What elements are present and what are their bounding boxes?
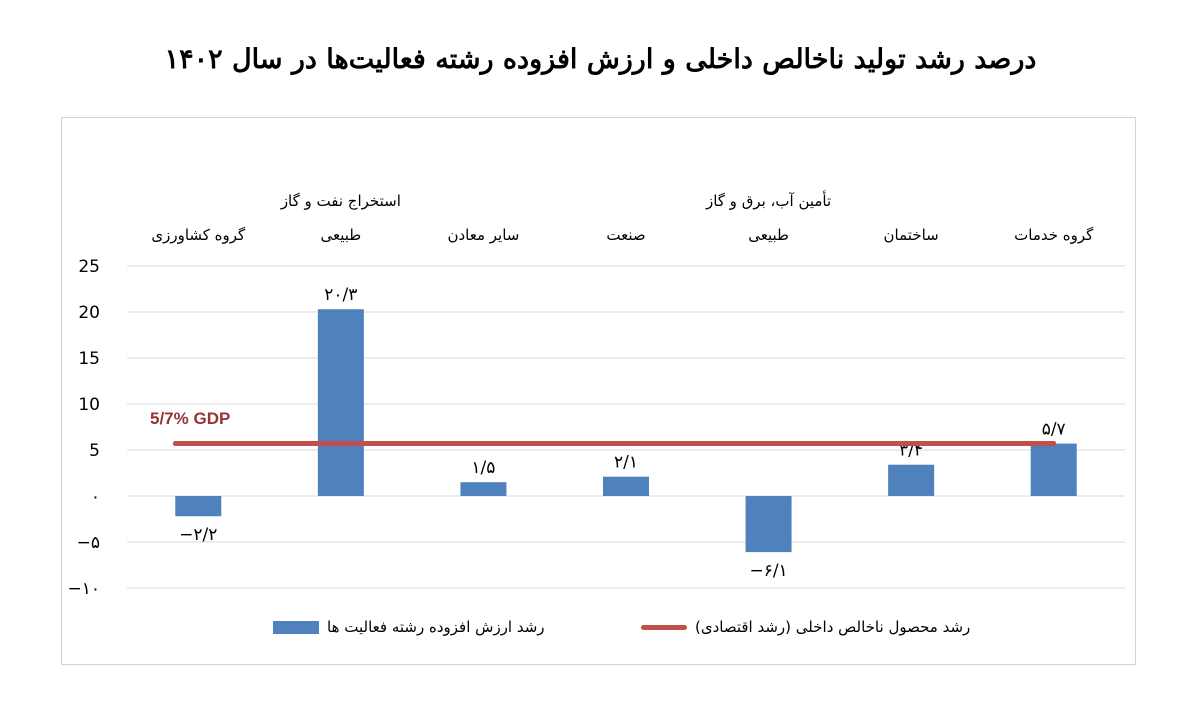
category-label: طبیعی bbox=[320, 226, 361, 244]
category-label: تأمین آب، برق و گاز bbox=[705, 190, 831, 210]
bar bbox=[175, 496, 222, 517]
chart-frame bbox=[61, 117, 1136, 665]
bar-data-label: ۲۰/۳ bbox=[324, 285, 357, 305]
bar-data-label: ۲/۱ bbox=[614, 453, 638, 473]
bar bbox=[460, 482, 507, 496]
legend-swatch-line bbox=[641, 624, 687, 630]
y-tick-label: 25 bbox=[78, 257, 100, 277]
legend-swatch-bar bbox=[273, 620, 319, 634]
bar-data-label: −۶/۱ bbox=[749, 561, 787, 581]
category-label: طبیعی bbox=[748, 226, 789, 244]
category-label: سایر معادن bbox=[447, 226, 519, 244]
legend-label-bar-series: رشد ارزش افزوده رشته فعالیت ها bbox=[327, 618, 545, 636]
bar-data-label: ۱/۵ bbox=[471, 458, 495, 478]
bar bbox=[603, 476, 649, 496]
category-label: صنعت bbox=[606, 226, 645, 244]
y-tick-label: 5 bbox=[89, 441, 100, 461]
y-tick-label: 15 bbox=[78, 349, 100, 369]
category-label: گروه خدمات bbox=[1014, 226, 1094, 244]
bar bbox=[745, 496, 792, 553]
bar bbox=[317, 309, 364, 496]
chart-title: درصد رشد تولید ناخالص داخلی و ارزش افزود… bbox=[164, 44, 1037, 75]
y-tick-label: ۰ bbox=[91, 487, 100, 507]
legend: رشد ارزش افزوده رشته فعالیت ها رشد محصول… bbox=[61, 618, 1136, 646]
category-label: گروه کشاورزی bbox=[151, 226, 246, 244]
bar-data-label: ۵/۷ bbox=[1042, 420, 1066, 440]
bar bbox=[888, 464, 935, 496]
gdp-annotation: 5/7% GDP bbox=[150, 409, 230, 428]
legend-label-line-series: رشد محصول ناخالص داخلی (رشد اقتصادی) bbox=[695, 618, 971, 636]
y-tick-label: −۱۰ bbox=[67, 579, 100, 599]
bar-data-label: −۲/۲ bbox=[179, 525, 217, 545]
legend-item-bar-series: رشد ارزش افزوده رشته فعالیت ها bbox=[273, 618, 545, 636]
y-tick-label: 10 bbox=[78, 395, 100, 415]
category-label: استخراج نفت و گاز bbox=[280, 192, 401, 211]
y-tick-label: 20 bbox=[78, 303, 100, 323]
y-tick-label: −۵ bbox=[77, 533, 100, 553]
category-label: ساختمان bbox=[884, 226, 939, 244]
legend-item-line-series: رشد محصول ناخالص داخلی (رشد اقتصادی) bbox=[641, 618, 970, 636]
bar bbox=[1030, 443, 1077, 496]
